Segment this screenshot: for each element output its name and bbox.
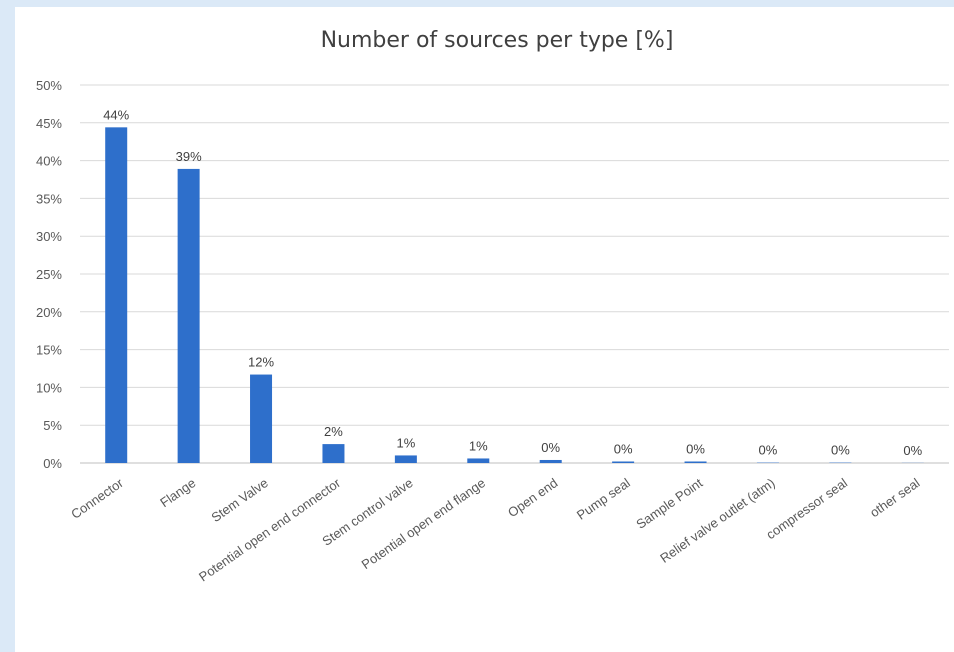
data-label: 39% — [176, 149, 202, 164]
data-labels: 44% 39% 12% 2% 1% 1% 0% 0% 0% 0% 0% 0% — [103, 107, 922, 458]
y-tick-label: 45% — [36, 116, 62, 131]
bars — [105, 127, 924, 463]
y-tick-label: 15% — [36, 343, 62, 358]
bar-chart: Number of sources per type [%] 0% 5% 10% 15… — [36, 28, 949, 585]
x-axis-label: Potential open end connector — [196, 475, 344, 585]
y-tick-label: 10% — [36, 380, 62, 395]
y-tick-label: 0% — [43, 456, 62, 471]
y-tick-label: 50% — [36, 78, 62, 93]
x-axis-label: compressor seal — [763, 475, 850, 542]
bar — [612, 461, 635, 463]
y-tick-label: 35% — [36, 191, 62, 206]
x-axis-label: Relief valve outlet (atm) — [657, 475, 777, 566]
data-label: 1% — [396, 435, 415, 450]
chart-title: Number of sources per type [%] — [321, 28, 674, 53]
bar — [539, 459, 562, 463]
y-tick-label: 40% — [36, 154, 62, 169]
x-axis-label: Flange — [157, 475, 198, 510]
bar — [250, 374, 273, 463]
y-tick-label: 5% — [43, 418, 62, 433]
data-label: 0% — [903, 443, 922, 458]
gridlines — [80, 84, 949, 464]
bar — [177, 168, 200, 463]
y-axis-ticks: 0% 5% 10% 15% 20% 25% 30% 35% 40% 45% 50% — [36, 78, 62, 471]
x-axis-label: Pump seal — [574, 475, 633, 523]
x-axis-label: other seal — [867, 475, 922, 520]
bar — [394, 455, 417, 463]
chart-panel: Number of sources per type [%] 0% 5% 10% 15… — [15, 7, 954, 652]
data-label: 0% — [614, 441, 633, 456]
data-label: 12% — [248, 355, 274, 370]
bar — [684, 461, 707, 463]
bar — [322, 444, 345, 463]
data-label: 0% — [686, 441, 705, 456]
data-label: 0% — [759, 443, 778, 458]
data-label: 2% — [324, 424, 343, 439]
data-label: 44% — [103, 107, 129, 122]
x-axis-label: Connector — [68, 475, 126, 522]
x-axis-label: Sample Point — [633, 475, 705, 532]
bar — [467, 458, 490, 463]
x-axis-label: Open end — [505, 475, 560, 520]
y-tick-label: 30% — [36, 229, 62, 244]
data-label: 1% — [469, 438, 488, 453]
data-label: 0% — [541, 440, 560, 455]
y-tick-label: 20% — [36, 305, 62, 320]
bar — [105, 127, 128, 463]
data-label: 0% — [831, 443, 850, 458]
y-tick-label: 25% — [36, 267, 62, 282]
x-axis-label: Potential open end flange — [359, 475, 488, 572]
x-axis-label: Stem Valve — [208, 475, 270, 525]
